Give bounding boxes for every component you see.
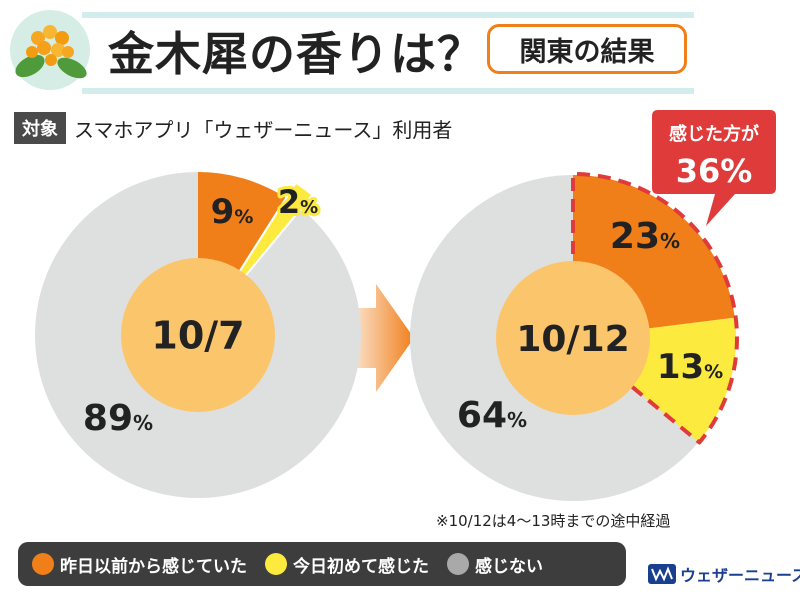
callout-value: 36% xyxy=(676,152,753,190)
legend-swatch-gray xyxy=(447,553,469,575)
region-badge: 関東の結果 xyxy=(487,24,687,74)
slice-value-label: 23% xyxy=(610,216,680,257)
header-band-bottom xyxy=(82,88,694,94)
brand-logo: ウェザーニュース xyxy=(648,562,800,586)
pie-center-label: 10/7 xyxy=(151,314,244,358)
slice-value-label: 64% xyxy=(457,395,527,436)
legend-swatch-yellow xyxy=(265,553,287,575)
legend-item: 昨日以前から感じていた xyxy=(32,552,247,577)
felt-highlight-outline xyxy=(571,172,739,445)
page-title: 金木犀の香りは？ xyxy=(108,27,484,81)
target-audience: 対象 スマホアプリ「ウェザーニュース」利用者 xyxy=(14,112,452,144)
pie-center-label: 10/12 xyxy=(516,319,629,360)
osmanthus-icon xyxy=(10,10,90,90)
slice-value-label: 2% xyxy=(278,183,318,221)
legend-label: 感じない xyxy=(475,556,543,577)
slice-value-label: 13% xyxy=(657,347,723,387)
header-band-top xyxy=(82,12,694,18)
legend-swatch-orange xyxy=(32,553,54,575)
target-text: スマホアプリ「ウェザーニュース」利用者 xyxy=(74,117,453,142)
callout-label: 感じた方が xyxy=(669,123,759,145)
brand-name: ウェザーニュース xyxy=(680,566,800,585)
pie-center xyxy=(121,258,275,412)
legend-label: 昨日以前から感じていた xyxy=(60,556,247,577)
legend-item: 感じない xyxy=(447,552,543,577)
pie-center xyxy=(496,261,650,415)
footnote: ※10/12は4〜13時までの途中経過 xyxy=(436,512,671,530)
target-tag: 対象 xyxy=(14,112,66,144)
legend-label: 今日初めて感じた xyxy=(293,556,429,577)
slice-value-label: 9% xyxy=(211,192,254,232)
legend: 昨日以前から感じていた 今日初めて感じた 感じない xyxy=(18,542,626,586)
legend-item: 今日初めて感じた xyxy=(265,552,429,577)
slice-value-label: 89% xyxy=(83,398,153,439)
callout-bubble xyxy=(652,110,776,226)
weathernews-logo-icon xyxy=(648,564,676,584)
